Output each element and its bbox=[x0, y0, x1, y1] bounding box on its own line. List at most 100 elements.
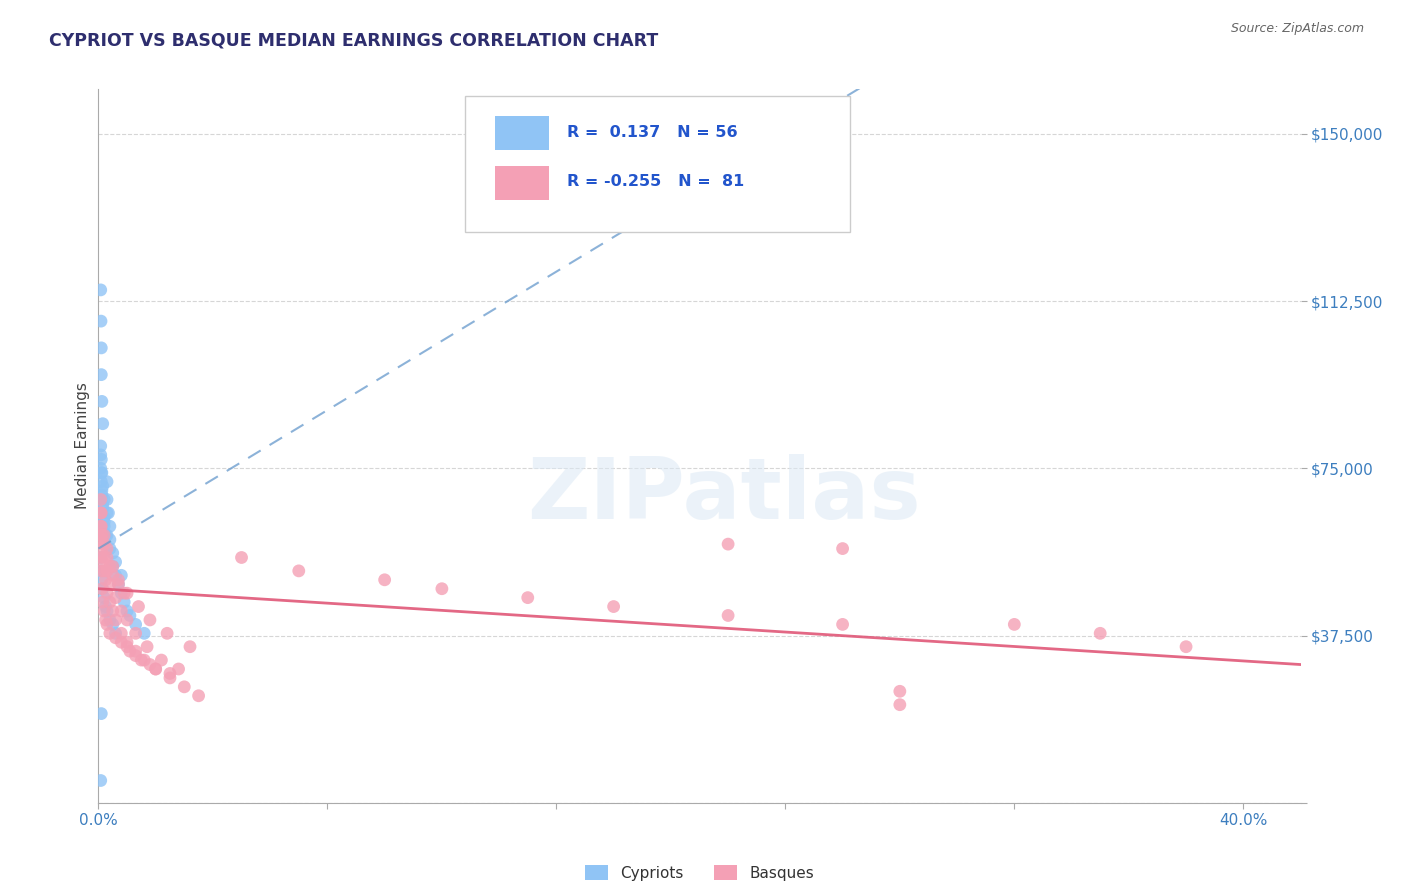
Point bbox=[90, 564, 112, 578]
Point bbox=[90, 519, 112, 533]
Point bbox=[1002, 617, 1025, 632]
Point bbox=[98, 626, 121, 640]
Point bbox=[110, 604, 132, 618]
Point bbox=[101, 546, 124, 560]
Point bbox=[90, 466, 112, 480]
Point bbox=[91, 417, 114, 431]
Point bbox=[134, 653, 156, 667]
Point bbox=[96, 506, 118, 520]
Point bbox=[93, 591, 115, 605]
Point bbox=[90, 582, 112, 596]
Point bbox=[107, 577, 129, 591]
Point bbox=[90, 706, 112, 721]
Point bbox=[159, 671, 181, 685]
Point bbox=[90, 461, 112, 475]
Point bbox=[374, 573, 396, 587]
Point bbox=[94, 599, 117, 614]
Point bbox=[1088, 626, 1111, 640]
Point bbox=[159, 666, 181, 681]
Point bbox=[94, 573, 117, 587]
Point bbox=[90, 368, 112, 382]
Point bbox=[90, 448, 112, 462]
Point bbox=[98, 541, 121, 556]
Point bbox=[889, 684, 911, 698]
Point bbox=[124, 644, 146, 658]
Point bbox=[139, 657, 162, 672]
Point bbox=[90, 475, 112, 489]
Text: CYPRIOT VS BASQUE MEDIAN EARNINGS CORRELATION CHART: CYPRIOT VS BASQUE MEDIAN EARNINGS CORREL… bbox=[49, 31, 658, 49]
Point bbox=[115, 635, 138, 649]
Point bbox=[110, 568, 132, 582]
Text: Source: ZipAtlas.com: Source: ZipAtlas.com bbox=[1230, 22, 1364, 36]
Point bbox=[115, 586, 138, 600]
Point bbox=[93, 550, 115, 565]
Point bbox=[90, 506, 112, 520]
Point bbox=[287, 564, 309, 578]
Point bbox=[90, 550, 112, 565]
Point bbox=[90, 483, 112, 498]
Point bbox=[91, 501, 114, 516]
Point bbox=[104, 631, 127, 645]
Point bbox=[90, 550, 112, 565]
Point bbox=[90, 488, 112, 502]
Point bbox=[128, 599, 150, 614]
Y-axis label: Median Earnings: Median Earnings bbox=[75, 383, 90, 509]
Point bbox=[91, 555, 114, 569]
Point bbox=[173, 680, 195, 694]
Point bbox=[104, 555, 127, 569]
Point bbox=[96, 617, 118, 632]
Point bbox=[717, 537, 740, 551]
Point bbox=[90, 466, 112, 480]
Point bbox=[96, 564, 118, 578]
Point bbox=[107, 573, 129, 587]
Point bbox=[96, 475, 118, 489]
Point bbox=[94, 613, 117, 627]
Point bbox=[107, 577, 129, 591]
Point bbox=[98, 577, 121, 591]
Point bbox=[104, 626, 127, 640]
Point bbox=[98, 595, 121, 609]
Point bbox=[93, 510, 115, 524]
Point bbox=[93, 515, 115, 529]
Point bbox=[134, 626, 156, 640]
Point bbox=[93, 564, 115, 578]
Point bbox=[101, 604, 124, 618]
Point bbox=[231, 550, 253, 565]
Point bbox=[93, 492, 115, 507]
Point bbox=[131, 653, 153, 667]
Point bbox=[90, 314, 112, 328]
Point bbox=[98, 613, 121, 627]
Point bbox=[90, 528, 112, 542]
FancyBboxPatch shape bbox=[495, 166, 550, 200]
Point bbox=[91, 595, 114, 609]
Point bbox=[115, 604, 138, 618]
Point bbox=[104, 591, 127, 605]
Text: R = -0.255   N =  81: R = -0.255 N = 81 bbox=[567, 175, 745, 189]
Point bbox=[150, 653, 173, 667]
Point bbox=[156, 626, 179, 640]
Point bbox=[516, 591, 538, 605]
Point bbox=[101, 559, 124, 574]
Point bbox=[139, 613, 162, 627]
Point bbox=[90, 341, 112, 355]
Text: R =  0.137   N = 56: R = 0.137 N = 56 bbox=[567, 125, 738, 139]
Point bbox=[112, 586, 135, 600]
Point bbox=[101, 559, 124, 574]
Point bbox=[90, 773, 112, 788]
Point bbox=[101, 617, 124, 632]
Point bbox=[96, 550, 118, 565]
Point bbox=[717, 608, 740, 623]
Point bbox=[110, 626, 132, 640]
Point bbox=[124, 626, 146, 640]
Point bbox=[118, 644, 141, 658]
Point bbox=[93, 528, 115, 542]
Point bbox=[115, 640, 138, 654]
Point bbox=[136, 640, 159, 654]
Point bbox=[124, 648, 146, 663]
Point bbox=[179, 640, 201, 654]
Point bbox=[145, 662, 167, 676]
Point bbox=[124, 617, 146, 632]
Point bbox=[90, 452, 112, 467]
Point bbox=[97, 506, 120, 520]
Point bbox=[94, 528, 117, 542]
